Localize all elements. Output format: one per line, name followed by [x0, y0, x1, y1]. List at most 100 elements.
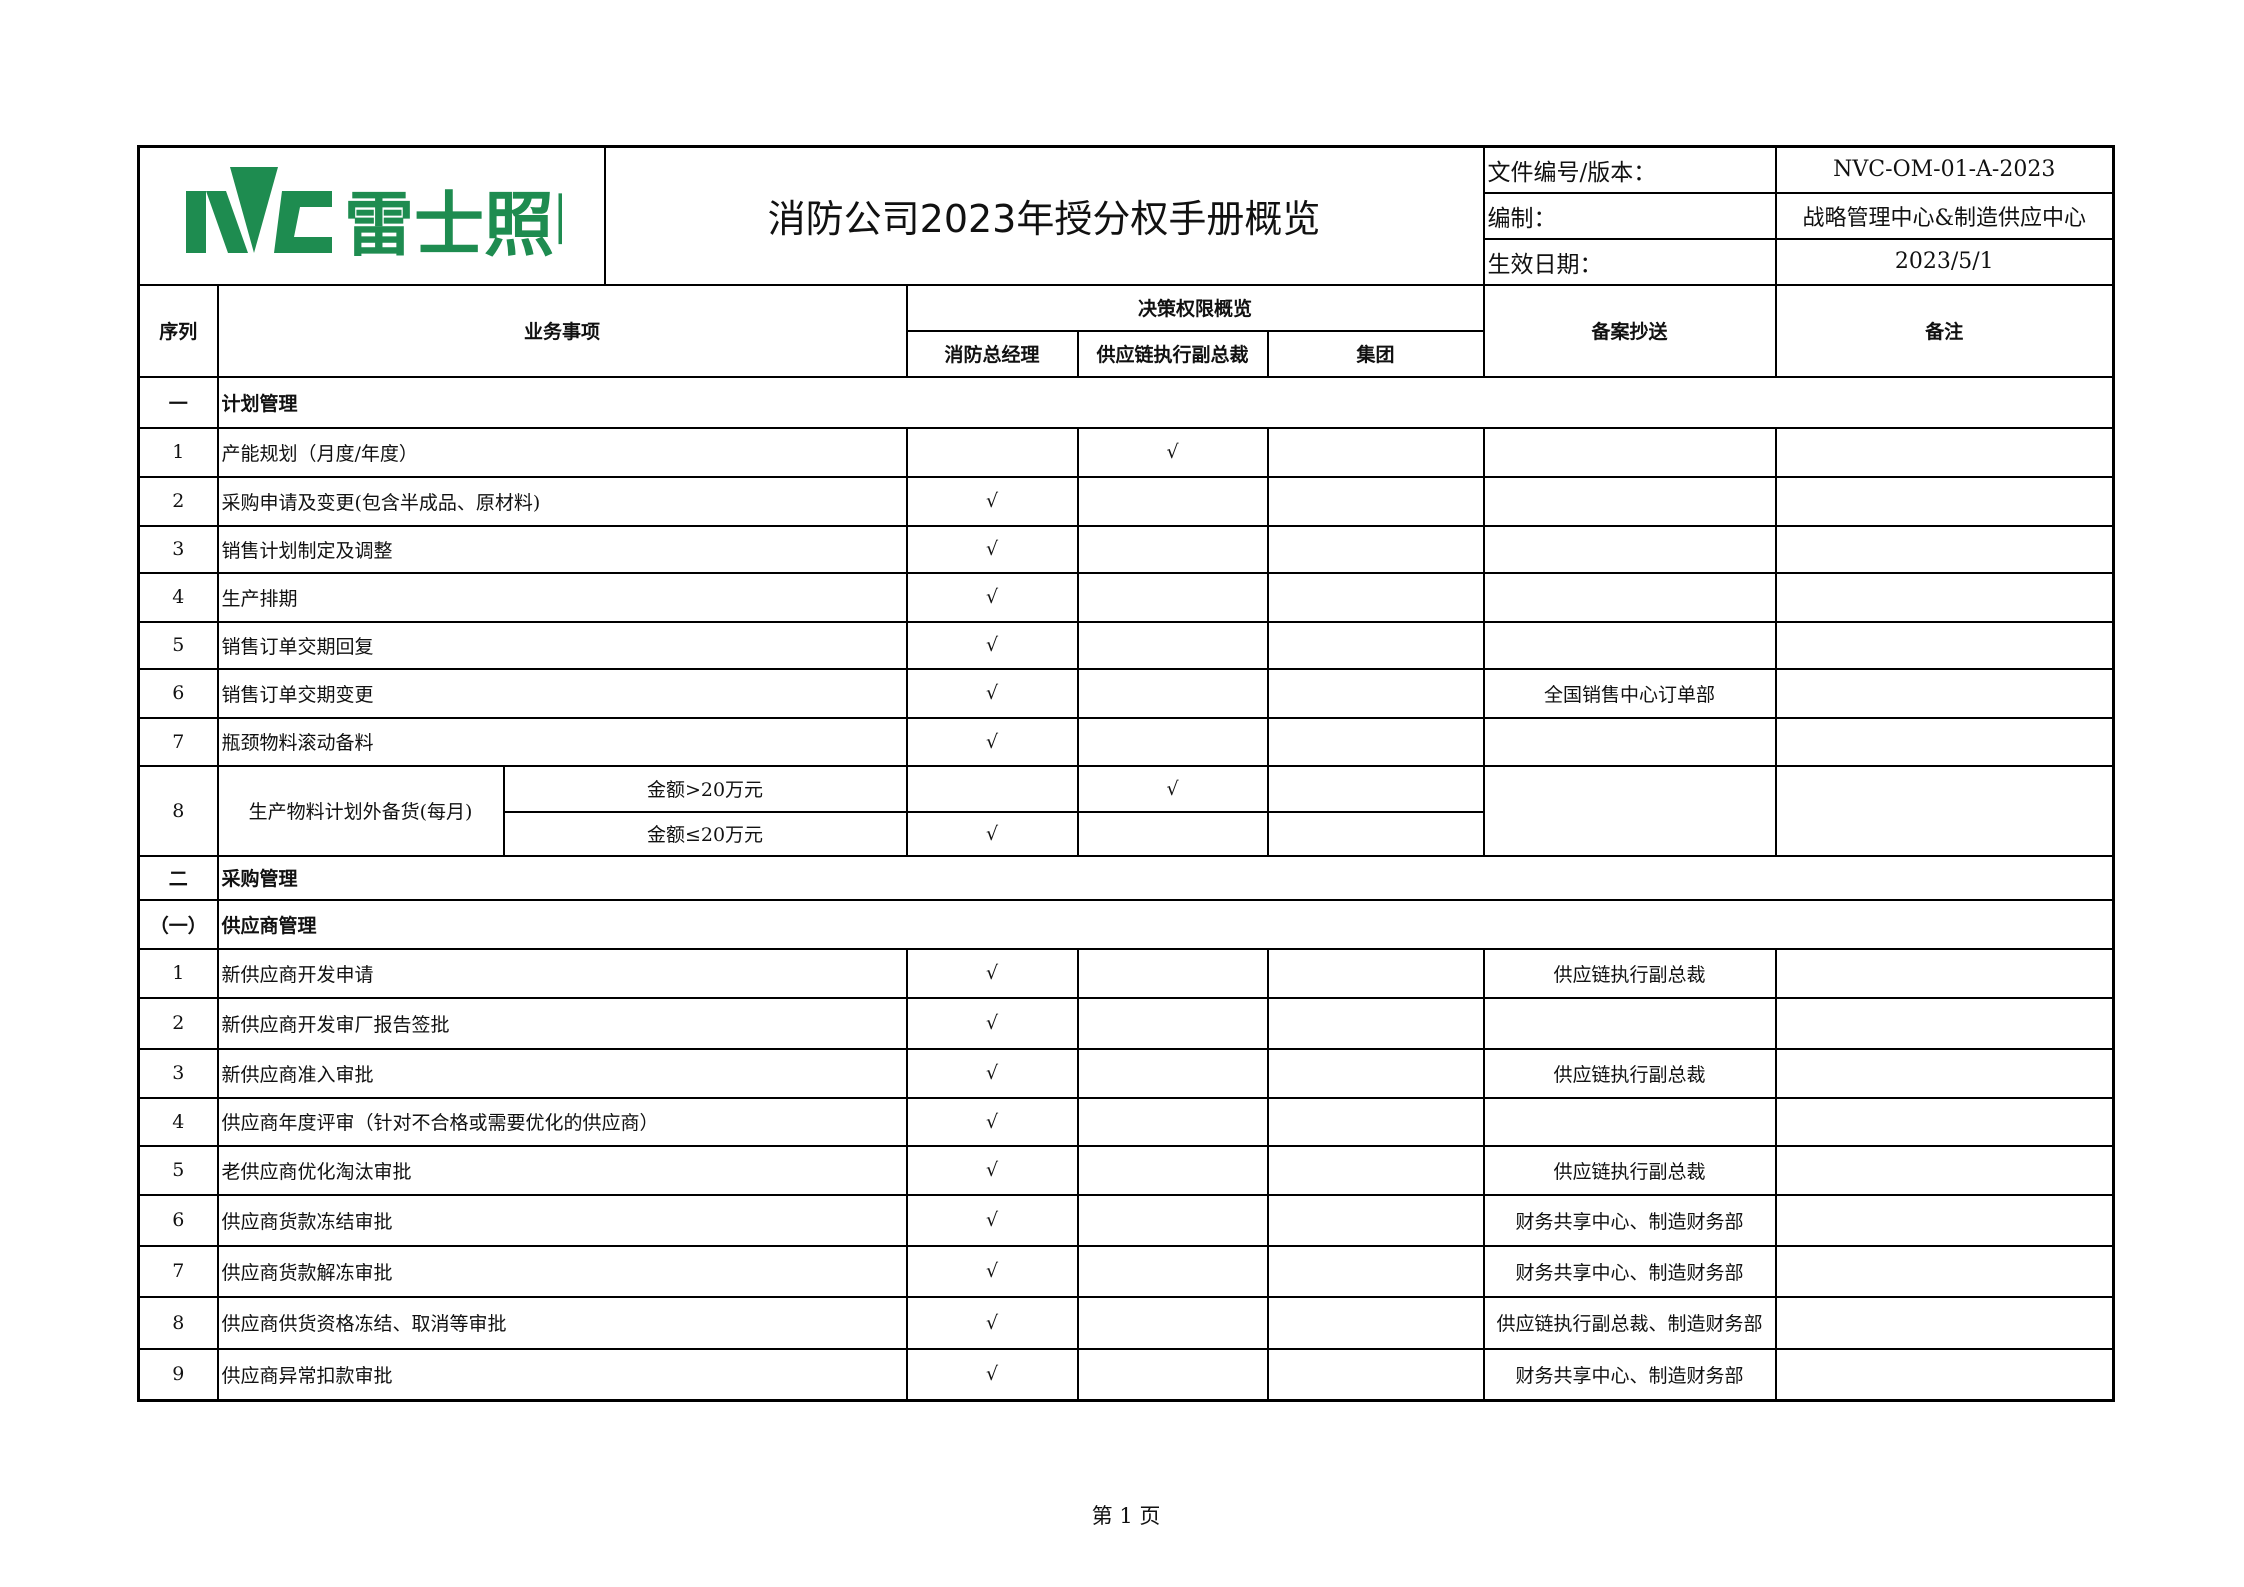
- row-item: 采购申请及变更(包含半成品、原材料): [216, 475, 908, 527]
- gm-check: √: [905, 1144, 1079, 1196]
- group-check: [1266, 1047, 1485, 1099]
- group-check: [1266, 947, 1485, 999]
- row-note: [1774, 620, 2115, 670]
- meta-label: 文件编号/版本：: [1482, 145, 1777, 194]
- row-item: 销售订单交期回复: [216, 620, 908, 670]
- row-cc: 财务共享中心、制造财务部: [1482, 1244, 1777, 1298]
- row-note: [1774, 947, 2115, 999]
- row-seq: 3: [137, 524, 219, 574]
- table-row: 6 供应商货款冻结审批 √ 财务共享中心、制造财务部: [137, 1193, 2115, 1247]
- section-row: （一） 供应商管理: [137, 898, 2115, 950]
- header-group: 集团: [1266, 329, 1485, 378]
- row-seq: 1: [137, 947, 219, 999]
- svp-check: [1076, 1096, 1269, 1147]
- group-check: [1266, 1347, 1485, 1402]
- svp-check: [1076, 667, 1269, 719]
- svp-check: [1076, 947, 1269, 999]
- row-note: [1774, 1193, 2115, 1247]
- section-seq: 二: [137, 854, 219, 901]
- row-seq: 7: [137, 716, 219, 767]
- section-seq: 一: [137, 375, 219, 429]
- header-seq: 序列: [137, 283, 219, 378]
- group-check: [1266, 571, 1485, 623]
- page-number: 第 1 页: [1091, 1504, 1161, 1528]
- row-cc: [1482, 996, 1777, 1050]
- row-item: 供应商货款冻结审批: [216, 1193, 908, 1247]
- row-note: [1774, 996, 2115, 1050]
- table-row: 7 瓶颈物料滚动备料 √: [137, 716, 2115, 767]
- meta-label: 编制：: [1482, 191, 1777, 240]
- table-row: 9 供应商异常扣款审批 √ 财务共享中心、制造财务部: [137, 1347, 2115, 1402]
- table-row: 1 产能规划（月度/年度） √: [137, 426, 2115, 478]
- svp-check: [1076, 810, 1269, 857]
- table-row: 7 供应商货款解冻审批 √ 财务共享中心、制造财务部: [137, 1244, 2115, 1298]
- section-title: 计划管理: [216, 375, 2115, 429]
- group-check: [1266, 1193, 1485, 1247]
- row-note: [1774, 426, 2115, 478]
- row-note: [1774, 764, 2115, 857]
- authority-table: 雷士照明 消防公司2023年授分权手册概览 文件编号/版本： NVC-OM-01…: [137, 145, 2115, 1402]
- section-title: 供应商管理: [216, 898, 2115, 950]
- row-item: 瓶颈物料滚动备料: [216, 716, 908, 767]
- gm-check: √: [905, 571, 1079, 623]
- row-cc: [1482, 764, 1777, 857]
- row-cc: 全国销售中心订单部: [1482, 667, 1777, 719]
- table-row: 8 生产物料计划外备货(每月) 金额>20万元 √: [137, 764, 2115, 857]
- row-cc: 财务共享中心、制造财务部: [1482, 1347, 1777, 1402]
- row-sub-condition: 金额>20万元: [502, 764, 908, 813]
- group-check: [1266, 667, 1485, 719]
- row-note: [1774, 475, 2115, 527]
- svp-check: [1076, 996, 1269, 1050]
- group-check: [1266, 1096, 1485, 1147]
- gm-check: √: [905, 1047, 1079, 1099]
- row-note: [1774, 1096, 2115, 1147]
- row-cc: 供应链执行副总裁: [1482, 1047, 1777, 1099]
- row-note: [1774, 1295, 2115, 1350]
- table-row: 金额≤20万元 √: [139, 810, 2114, 857]
- table-row: 2 采购申请及变更(包含半成品、原材料) √: [137, 475, 2115, 527]
- row-cc: [1482, 524, 1777, 574]
- svp-check: [1076, 1193, 1269, 1247]
- row-item: 销售订单交期变更: [216, 667, 908, 719]
- table-row: 5 老供应商优化淘汰审批 √ 供应链执行副总裁: [137, 1144, 2115, 1196]
- table-row: 5 销售订单交期回复 √: [137, 620, 2115, 670]
- gm-check: √: [905, 475, 1079, 527]
- row-cc: [1482, 426, 1777, 478]
- group-check: [1266, 1244, 1485, 1298]
- svp-check: √: [1076, 426, 1269, 478]
- group-check: [1266, 1295, 1485, 1350]
- meta-value: 2023/5/1: [1774, 237, 2115, 286]
- row-seq: 2: [137, 996, 219, 1050]
- table-row: 6 销售订单交期变更 √ 全国销售中心订单部: [137, 667, 2115, 719]
- gm-check: √: [905, 1193, 1079, 1247]
- header-item: 业务事项: [216, 283, 908, 378]
- row-item: 生产排期: [216, 571, 908, 623]
- row-item: 老供应商优化淘汰审批: [216, 1144, 908, 1196]
- table-row: 4 供应商年度评审（针对不合格或需要优化的供应商） √: [137, 1096, 2115, 1147]
- gm-check: √: [905, 1244, 1079, 1298]
- row-item: 销售计划制定及调整: [216, 524, 908, 574]
- gm-check: √: [905, 667, 1079, 719]
- row-sub-condition: 金额≤20万元: [502, 810, 908, 857]
- row-note: [1774, 1144, 2115, 1196]
- row-note: [1774, 524, 2115, 574]
- row-note: [1774, 1244, 2115, 1298]
- gm-check: √: [905, 1096, 1079, 1147]
- row-seq: 9: [137, 1347, 219, 1402]
- row-cc: 供应链执行副总裁、制造财务部: [1482, 1295, 1777, 1350]
- row-cc: 财务共享中心、制造财务部: [1482, 1193, 1777, 1247]
- row-note: [1774, 667, 2115, 719]
- row-cc: [1482, 571, 1777, 623]
- header-cc: 备案抄送: [1482, 283, 1777, 378]
- header-gm: 消防总经理: [905, 329, 1079, 378]
- group-check: [1266, 1144, 1485, 1196]
- svp-check: [1076, 1244, 1269, 1298]
- section-row: 一计划管理: [137, 375, 2115, 429]
- row-cc: [1482, 1096, 1777, 1147]
- row-note: [1774, 1047, 2115, 1099]
- svp-check: [1076, 1347, 1269, 1402]
- group-check: [1266, 426, 1485, 478]
- group-check: [1266, 996, 1485, 1050]
- gm-check: √: [905, 996, 1079, 1050]
- meta-value: 战略管理中心&制造供应中心: [1774, 191, 2115, 240]
